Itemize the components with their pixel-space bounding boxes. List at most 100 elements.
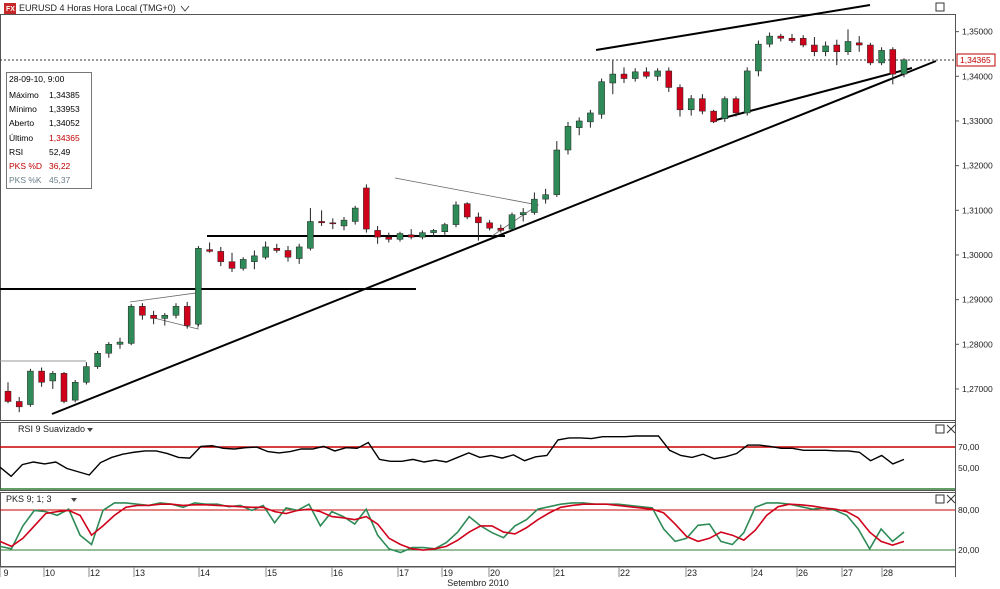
x-tick-label: 28: [883, 568, 893, 578]
x-tick-label: 9: [3, 568, 8, 578]
candle-bear: [150, 315, 157, 319]
pks-close-icon[interactable]: [946, 494, 956, 504]
candle-bear: [407, 234, 415, 238]
candle-bull: [116, 341, 124, 345]
candle-bear: [889, 49, 897, 75]
candle-bull: [609, 73, 617, 84]
x-tick-label: 21: [555, 568, 565, 578]
candle-bear: [486, 222, 493, 229]
pks-maximize-icon[interactable]: [935, 494, 945, 504]
price-tick-label: 1,31000: [962, 205, 993, 215]
candle-bull: [878, 50, 885, 64]
candle-bull: [452, 204, 460, 225]
candle-bear: [855, 42, 863, 46]
fx-logo-icon: [4, 3, 16, 14]
candle-bear: [867, 44, 874, 64]
info-value: 45,37: [49, 175, 71, 186]
x-tick-label: 14: [200, 568, 210, 578]
x-tick-label: 10: [45, 568, 55, 578]
info-box-header: 28-09-10, 9:00: [9, 74, 65, 84]
candle-bull: [351, 207, 359, 222]
candle-bear: [643, 71, 650, 77]
main-uptrend-line[interactable]: [51, 60, 937, 415]
info-row-min: Mínimo 1,33953: [9, 102, 89, 116]
x-axis-month-label: Setembro 2010: [447, 578, 509, 588]
price-tick-label: 1,28000: [962, 339, 993, 349]
triangle-pattern-2[interactable]: [394, 177, 540, 237]
candle-bull: [553, 149, 561, 195]
candle-bear: [217, 251, 225, 262]
candle-bear: [788, 38, 796, 41]
candle-bear: [206, 249, 213, 252]
candle-bull: [575, 120, 583, 128]
x-tick-label: 19: [443, 568, 453, 578]
price-tick-label: 1,32000: [962, 161, 993, 171]
candle-bull: [27, 370, 34, 405]
x-tick-label: 22: [620, 568, 630, 578]
info-row-open: Aberto 1,34052: [9, 116, 89, 130]
candle-bull: [239, 259, 247, 269]
rsi-dropdown-icon[interactable]: [87, 428, 93, 432]
candle-bull: [419, 232, 426, 238]
candle-bull: [161, 315, 169, 319]
pks-dropdown-icon[interactable]: [71, 498, 77, 502]
x-tick-label: 24: [753, 568, 763, 578]
pks-level-20-label: 20,00: [958, 545, 980, 555]
candles-group: [4, 29, 908, 413]
candle-bear: [811, 44, 818, 52]
price-tick-label: 1,35000: [962, 27, 993, 37]
candle-bear: [4, 390, 12, 402]
candle-bear: [620, 73, 628, 79]
candle-bull: [542, 194, 549, 200]
candle-bull: [587, 112, 594, 123]
info-value: 1,34365: [49, 132, 80, 143]
candle-bear: [463, 203, 471, 218]
candle-bear: [273, 248, 281, 251]
candle-bull: [49, 373, 57, 382]
info-value: 36,22: [49, 161, 71, 172]
title-dropdown-icon[interactable]: [180, 5, 190, 12]
x-tick-label: 27: [843, 568, 853, 578]
candle-bear: [363, 187, 370, 230]
candle-bear: [284, 250, 292, 258]
candle-bull: [531, 198, 538, 213]
candle-bull: [83, 366, 90, 383]
x-tick-label: 20: [490, 568, 500, 578]
rsi-panel-title: RSI 9 Suavizado: [18, 424, 85, 434]
candle-bear: [777, 35, 785, 39]
candle-bull: [295, 246, 303, 259]
rsi-level-70-label: 70,00: [958, 442, 980, 452]
x-tick-label: 13: [135, 568, 145, 578]
maximize-icon[interactable]: [935, 2, 945, 12]
candle-bear: [15, 401, 23, 408]
candle-bull: [127, 306, 135, 344]
info-value: 1,34385: [49, 90, 80, 101]
candle-bull: [430, 230, 437, 233]
candle-bull: [441, 224, 449, 232]
candle-bull: [251, 255, 258, 262]
rsi-level-50-label: 50,00: [958, 463, 980, 473]
price-tick-label: 1,29000: [962, 295, 993, 305]
x-tick-label: 15: [267, 568, 277, 578]
info-label: Mínimo: [9, 104, 37, 115]
candle-bull: [721, 98, 729, 119]
candle-bull: [508, 214, 516, 230]
price-tick-label: 1,27000: [962, 384, 993, 394]
info-box: 28-09-10, 9:00 Máximo 1,34385 Mínimo 1,339…: [6, 72, 92, 190]
info-row-pksd: PKS %D 36,22: [9, 159, 89, 173]
rsi-maximize-icon[interactable]: [935, 424, 945, 434]
candle-bull: [564, 126, 572, 151]
rsi-close-icon[interactable]: [946, 424, 956, 434]
candle-bear: [318, 221, 325, 224]
candle-bear: [676, 87, 684, 111]
candle-bull: [598, 81, 605, 115]
candle-bull: [172, 306, 180, 316]
candle-bull: [307, 221, 314, 249]
candle-bear: [60, 373, 68, 402]
candle-bear: [475, 216, 482, 224]
candle-bull: [743, 70, 751, 114]
candle-bull: [631, 71, 639, 79]
candle-bull: [844, 41, 852, 52]
upper-channel-line[interactable]: [595, 4, 871, 51]
